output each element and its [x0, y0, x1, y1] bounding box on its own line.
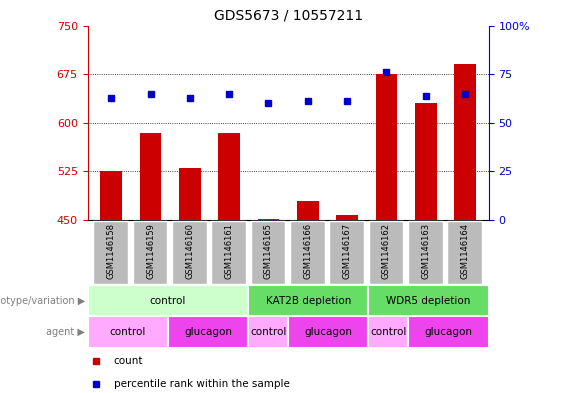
Text: KAT2B depletion: KAT2B depletion	[266, 296, 351, 306]
Bar	[93, 221, 128, 284]
Bar	[447, 221, 482, 284]
Text: GSM1146160: GSM1146160	[185, 223, 194, 279]
Bar	[168, 316, 248, 348]
Bar	[408, 221, 443, 284]
Text: GSM1146162: GSM1146162	[382, 223, 391, 279]
Bar	[248, 285, 368, 316]
Bar	[368, 316, 408, 348]
Bar	[179, 168, 201, 220]
Bar	[368, 285, 489, 316]
Bar	[290, 221, 325, 284]
Text: count: count	[114, 356, 143, 365]
Text: glucagon: glucagon	[425, 327, 472, 337]
Text: GSM1146161: GSM1146161	[225, 223, 234, 279]
Bar	[454, 64, 476, 220]
Bar	[408, 316, 489, 348]
Bar	[140, 132, 162, 220]
Text: WDR5 depletion: WDR5 depletion	[386, 296, 471, 306]
Text: GSM1146158: GSM1146158	[107, 223, 116, 279]
Bar	[297, 200, 319, 220]
Bar	[248, 316, 288, 348]
Text: control: control	[150, 296, 186, 306]
Text: agent ▶: agent ▶	[46, 327, 85, 337]
Bar	[336, 215, 358, 220]
Text: GSM1146166: GSM1146166	[303, 223, 312, 279]
Title: GDS5673 / 10557211: GDS5673 / 10557211	[214, 9, 363, 23]
Text: percentile rank within the sample: percentile rank within the sample	[114, 379, 289, 389]
Bar	[88, 285, 248, 316]
Bar	[288, 316, 368, 348]
Bar	[415, 103, 437, 220]
Bar	[376, 74, 397, 220]
Text: GSM1146163: GSM1146163	[421, 223, 431, 279]
Text: GSM1146159: GSM1146159	[146, 223, 155, 279]
Bar	[88, 316, 168, 348]
Text: control: control	[250, 327, 286, 337]
Text: GSM1146165: GSM1146165	[264, 223, 273, 279]
Text: genotype/variation ▶: genotype/variation ▶	[0, 296, 85, 306]
Bar	[172, 221, 207, 284]
Bar	[251, 221, 285, 284]
Bar	[329, 221, 364, 284]
Text: control: control	[370, 327, 407, 337]
Text: glucagon: glucagon	[184, 327, 232, 337]
Bar	[369, 221, 403, 284]
Bar	[101, 171, 122, 220]
Bar	[258, 219, 279, 220]
Text: glucagon: glucagon	[305, 327, 352, 337]
Text: control: control	[110, 327, 146, 337]
Text: GSM1146164: GSM1146164	[460, 223, 470, 279]
Text: GSM1146167: GSM1146167	[342, 223, 351, 279]
Bar	[218, 132, 240, 220]
Bar	[211, 221, 246, 284]
Bar	[133, 221, 167, 284]
